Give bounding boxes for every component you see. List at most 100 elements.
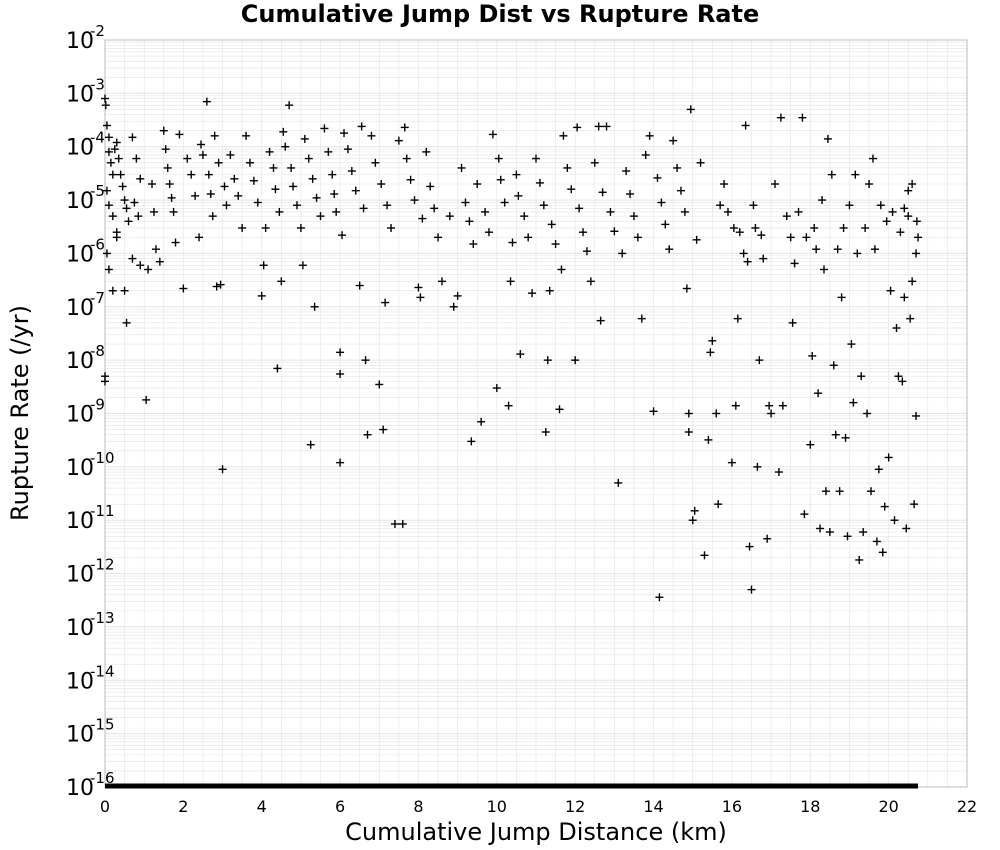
data-point [751,223,760,232]
data-point [165,180,174,189]
data-point [171,238,180,247]
data-point [757,231,766,240]
data-point [886,286,895,295]
data-point [506,277,515,286]
data-point [884,453,893,462]
data-point [257,291,266,300]
data-point [908,180,917,189]
data-point [269,163,278,172]
y-tick-exponent: -5 [90,182,105,200]
x-tick-label: 2 [178,797,188,816]
data-point [304,154,313,163]
data-point [245,158,254,167]
data-point [825,528,834,537]
data-point [594,122,603,131]
data-point [641,150,650,159]
data-point [226,150,235,159]
data-point [500,198,509,207]
data-point [430,204,439,213]
y-tick-exponent: -13 [90,609,115,627]
data-point [596,316,605,325]
data-point [118,182,127,191]
data-point [383,201,392,210]
data-point [774,468,783,477]
y-tick-label: 10 [66,509,94,534]
data-point [183,154,192,163]
data-point [573,123,582,132]
data-point [198,150,207,159]
data-point [898,377,907,386]
data-point [504,401,513,410]
y-tick-exponent: -10 [90,449,115,467]
data-point [833,245,842,254]
data-point [220,182,229,191]
data-point [821,487,830,496]
data-point [839,223,848,232]
data-point [148,180,157,189]
data-point [187,170,196,179]
data-point [330,189,339,198]
data-point [101,94,109,103]
data-point [688,516,697,525]
data-point [410,196,419,205]
data-point [477,417,486,426]
y-tick-label: 10 [66,189,94,214]
data-point [494,154,503,163]
data-point [778,401,787,410]
y-tick-exponent: -12 [90,556,115,574]
y-tick-label: 10 [66,82,94,107]
grid-lines [104,40,968,788]
x-tick-label: 16 [722,797,742,816]
data-point [114,154,123,163]
data-point [716,201,725,210]
data-point [130,198,139,207]
y-tick-exponent: -9 [90,396,105,414]
data-point [279,127,288,136]
x-tick-label: 10 [487,797,507,816]
data-point [555,405,564,414]
data-point [163,163,172,172]
data-point [528,289,537,298]
data-point [586,277,595,286]
data-point [882,217,891,226]
data-point [306,440,315,449]
data-point [273,364,282,373]
data-point [831,430,840,439]
data-point [747,585,756,594]
data-point [361,356,370,365]
y-axis-label: Rupture Rate (/yr) [6,305,34,521]
data-point [116,170,125,179]
data-point [488,130,497,139]
data-point [414,283,423,292]
data-point [338,231,347,240]
data-point [101,101,110,110]
data-point [819,265,828,274]
data-point [208,212,217,221]
data-point [853,249,862,258]
data-point [812,245,821,254]
data-point [749,201,758,210]
y-tick-exponent: -2 [90,22,105,40]
data-point [727,458,736,467]
data-point [765,401,774,410]
y-tick-exponent: -3 [90,75,105,93]
data-point [285,101,294,110]
chart-title: Cumulative Jump Dist vs Rupture Rate [241,0,760,28]
data-point [449,302,458,311]
data-point [467,437,476,446]
data-point [287,163,296,172]
data-point [418,214,427,223]
y-tick-label: 10 [66,669,94,694]
data-point [645,131,654,140]
data-point [914,233,923,242]
data-point [275,207,284,216]
data-point [461,198,470,207]
data-point [557,265,566,274]
data-point [741,121,750,130]
data-point [104,265,113,274]
y-tick-label: 10 [66,616,94,641]
data-point [128,133,137,142]
data-point [324,147,333,156]
x-tick-label: 12 [565,797,585,816]
data-point [134,212,143,221]
